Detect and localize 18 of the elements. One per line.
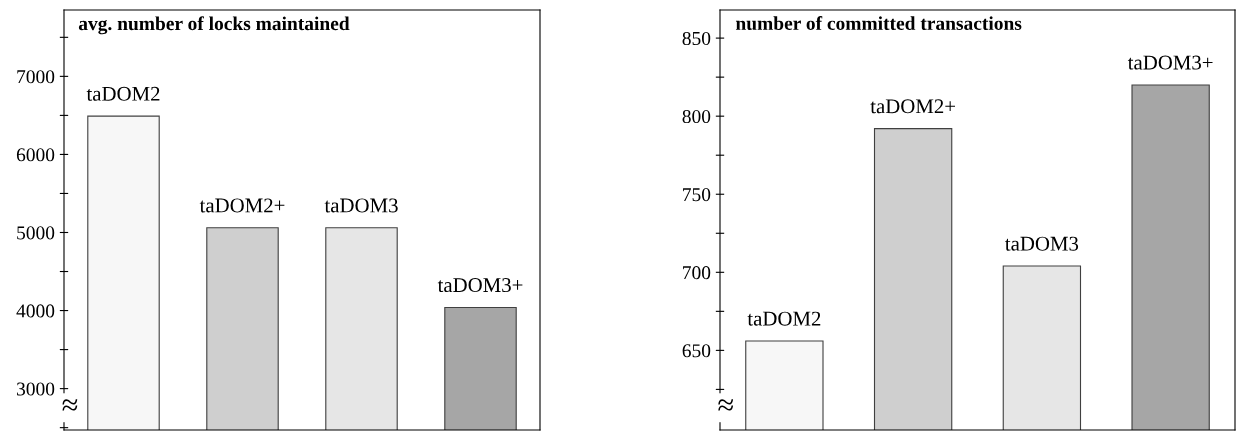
y-tick-label: 850 <box>682 31 711 46</box>
y-tick-label: 7000 <box>17 70 55 84</box>
category-label: taDOM2 <box>86 86 160 101</box>
chart-title: number of committed transactions <box>735 16 1022 31</box>
y-tick-label: 6000 <box>16 148 55 162</box>
annotation: ≈ <box>62 399 78 411</box>
y-tick-label: 700 <box>683 266 711 280</box>
annotation: ≈ <box>718 399 734 411</box>
y-tick-label: 5000 <box>17 226 55 240</box>
y-tick-label: 750 <box>683 188 711 202</box>
chart-title: avg. number of locks maintained <box>78 16 350 35</box>
y-tick-label: 3000 <box>17 382 55 396</box>
y-tick-label: 4000 <box>16 304 55 318</box>
y-tick-label: 650 <box>682 344 711 358</box>
y-tick-label: 800 <box>682 109 711 124</box>
category-label: taDOM3+ <box>437 278 523 293</box>
category-label: taDOM3 <box>324 198 398 213</box>
category-label: taDOM2+ <box>199 198 285 213</box>
